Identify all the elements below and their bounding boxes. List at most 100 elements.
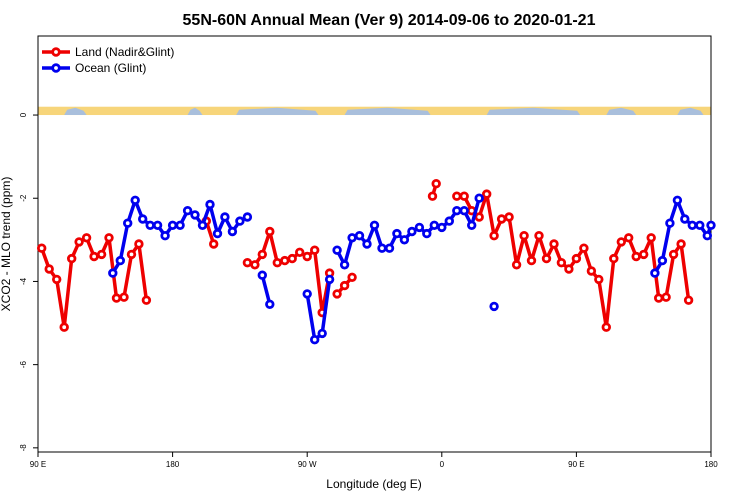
data-point <box>280 255 290 266</box>
ocean-patch <box>606 107 637 116</box>
data-point <box>250 260 260 270</box>
data-point <box>661 292 671 302</box>
data-point <box>242 212 253 222</box>
y-tick-label: -6 <box>19 361 28 369</box>
data-point <box>571 253 582 264</box>
data-point <box>683 295 694 305</box>
data-point <box>579 243 589 253</box>
data-point <box>111 293 122 303</box>
data-point <box>122 218 133 228</box>
data-point <box>407 226 417 237</box>
x-tick-label: 90 E <box>568 460 584 469</box>
data-point <box>197 220 208 230</box>
series-group <box>37 178 716 345</box>
legend-marker <box>51 47 61 57</box>
data-point <box>680 214 690 224</box>
data-point <box>126 249 137 260</box>
data-point <box>310 335 320 345</box>
data-point <box>332 245 342 255</box>
data-point <box>81 233 92 243</box>
data-point <box>616 237 626 247</box>
data-point <box>706 220 716 230</box>
data-point <box>130 195 140 205</box>
data-point <box>332 289 342 299</box>
data-point <box>431 178 441 189</box>
data-point <box>429 220 439 230</box>
data-point <box>504 212 514 222</box>
data-point <box>66 253 77 264</box>
legend-marker <box>51 63 61 73</box>
data-point <box>257 270 267 280</box>
data-point <box>444 216 454 226</box>
ocean-patch <box>236 107 319 116</box>
chart-title: 55N-60N Annual Mean (Ver 9) 2014-09-06 t… <box>183 12 596 29</box>
y-tick-label: -4 <box>19 277 28 285</box>
x-tick-label: 180 <box>166 460 180 469</box>
data-point <box>549 239 559 249</box>
data-point <box>347 272 357 282</box>
data-point <box>115 255 125 266</box>
data-point <box>152 220 163 230</box>
data-point <box>145 220 155 230</box>
data-point <box>452 191 462 201</box>
data-point <box>354 230 365 241</box>
data-point <box>459 191 469 201</box>
data-point <box>59 322 69 332</box>
data-point <box>324 274 335 285</box>
data-point <box>235 216 245 226</box>
data-point <box>414 222 425 233</box>
data-point <box>665 218 675 228</box>
data-point <box>668 249 679 260</box>
data-point <box>422 228 432 239</box>
data-point <box>695 220 705 230</box>
data-point <box>489 230 499 241</box>
data-point <box>369 220 380 230</box>
data-point <box>141 295 152 305</box>
data-point <box>631 251 641 262</box>
data-point <box>362 239 372 249</box>
data-point <box>687 220 697 230</box>
data-point <box>511 260 522 270</box>
data-point <box>37 243 47 253</box>
x-tick-label: 90 W <box>298 460 317 469</box>
data-point <box>302 289 312 299</box>
data-point <box>119 292 129 302</box>
data-point <box>265 226 275 237</box>
data-point <box>672 195 683 205</box>
y-tick-label: 0 <box>19 112 28 117</box>
data-point <box>496 214 507 224</box>
y-tick-label: -2 <box>19 194 28 202</box>
data-point <box>347 233 357 243</box>
data-point <box>287 253 297 264</box>
data-point <box>586 266 597 276</box>
data-point <box>377 243 387 253</box>
data-point <box>676 239 686 249</box>
data-point <box>427 191 438 201</box>
data-point <box>310 245 320 255</box>
data-point <box>534 230 544 241</box>
plot-frame <box>37 35 712 453</box>
legend-entry: Land (Nadir&Glint) <box>75 45 174 59</box>
data-point <box>227 226 238 237</box>
data-point <box>137 214 148 224</box>
x-tick-label: 0 <box>440 460 445 469</box>
ocean-patch <box>187 107 203 116</box>
data-point <box>519 230 529 241</box>
data-point <box>52 274 62 285</box>
ocean-patch <box>486 107 581 116</box>
data-point <box>392 228 402 239</box>
data-point <box>104 233 114 243</box>
y-axis: 0 -2 -4 -6 -8 <box>19 112 38 451</box>
data-point <box>339 280 350 291</box>
data-point <box>564 264 574 274</box>
x-tick-label: 180 <box>704 460 718 469</box>
data-point <box>657 255 668 266</box>
data-point <box>44 264 54 274</box>
data-point <box>452 205 462 216</box>
y-tick-label: -8 <box>19 444 28 452</box>
data-point <box>384 243 395 253</box>
ocean-patch <box>64 107 87 116</box>
data-point <box>208 239 219 249</box>
data-point <box>212 228 223 239</box>
x-axis: 90 E 180 90 W 0 90 E 180 <box>30 452 718 469</box>
